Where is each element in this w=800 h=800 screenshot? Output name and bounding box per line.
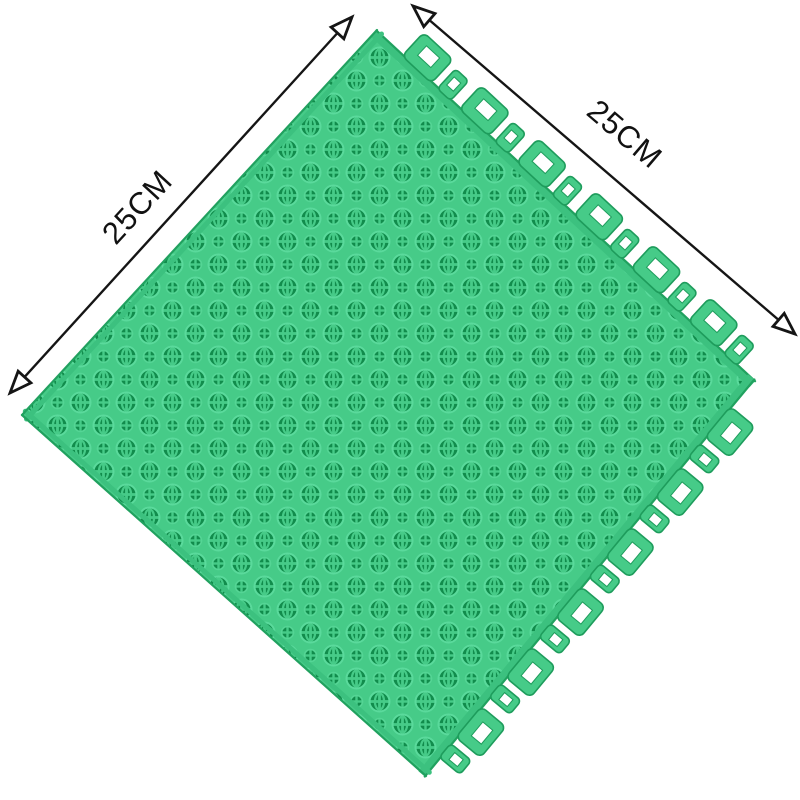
floor-tile: [20, 28, 760, 779]
dimension-label-right: 25CM: [580, 93, 669, 176]
tile-side-wall: [418, 374, 755, 777]
interlock-tabs-bottom-right: [418, 374, 756, 779]
dimension-arrow-left-icon: [10, 17, 352, 393]
tile-rim: [22, 408, 432, 775]
dimension-arrow-right-icon: [413, 6, 795, 334]
dimension-label-left: 25CM: [95, 163, 179, 251]
tile-edge-bottom-left: [20, 413, 428, 778]
